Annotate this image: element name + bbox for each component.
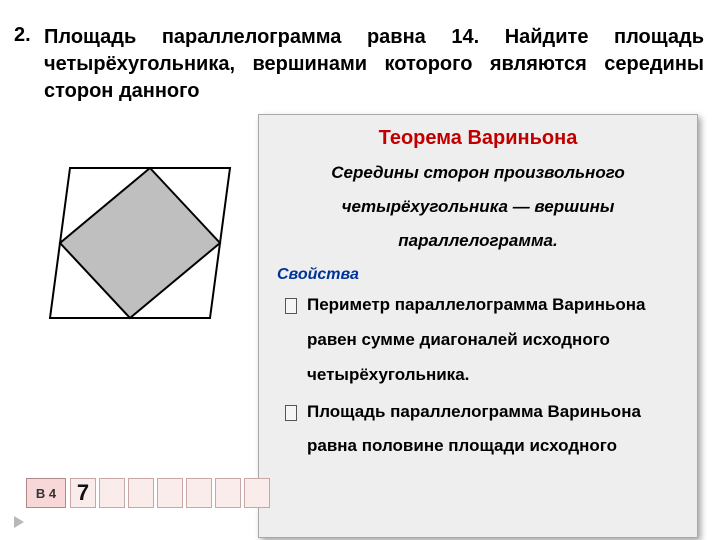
geometry-figure xyxy=(30,128,250,358)
answer-label: В 4 xyxy=(26,478,66,508)
answer-cell[interactable] xyxy=(244,478,270,508)
answer-cell[interactable]: 7 xyxy=(70,478,96,508)
properties-list: Периметр параллелограмма Вариньона равен… xyxy=(277,288,679,464)
answer-cell[interactable] xyxy=(186,478,212,508)
answer-cell[interactable] xyxy=(99,478,125,508)
properties-label: Свойства xyxy=(277,266,679,284)
nav-arrow-icon[interactable] xyxy=(14,516,24,528)
answer-cell[interactable] xyxy=(128,478,154,508)
theorem-title: Теорема Вариньона xyxy=(277,127,679,150)
problem-number: 2. xyxy=(14,24,31,47)
answer-row: В 4 7 xyxy=(26,478,270,508)
problem-text: Площадь параллелограмма равна 14. Найдит… xyxy=(44,24,704,105)
answer-cell[interactable] xyxy=(157,478,183,508)
theorem-panel: Теорема Вариньона Середины сторон произв… xyxy=(258,114,698,538)
property-item: Периметр параллелограмма Вариньона равен… xyxy=(285,288,679,393)
answer-cells: 7 xyxy=(70,478,270,508)
answer-cell[interactable] xyxy=(215,478,241,508)
theorem-statement: Середины сторон произвольного четырёхуго… xyxy=(277,156,679,258)
property-item: Площадь параллелограмма Вариньона равна … xyxy=(285,395,679,465)
parallelogram-svg xyxy=(30,128,250,358)
